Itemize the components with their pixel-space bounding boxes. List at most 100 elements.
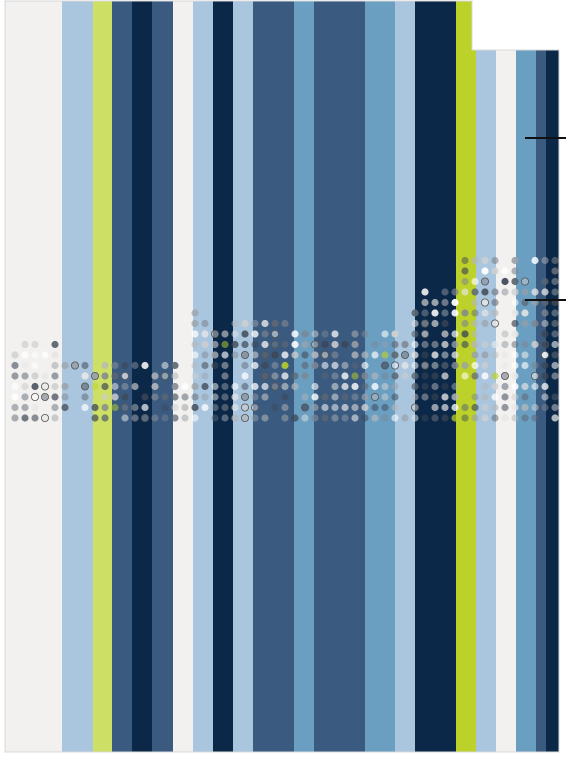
dot xyxy=(311,382,319,391)
dot xyxy=(491,256,499,265)
dot xyxy=(301,330,309,338)
dot xyxy=(471,414,479,422)
dot xyxy=(411,330,419,338)
dot xyxy=(541,382,549,391)
dot xyxy=(181,382,189,391)
dot xyxy=(461,393,469,401)
dot xyxy=(390,361,399,370)
dot xyxy=(191,414,199,422)
dot xyxy=(351,393,359,401)
dot xyxy=(11,361,19,370)
stripe xyxy=(476,1,496,752)
dot xyxy=(171,403,179,412)
dot xyxy=(371,372,379,380)
dot xyxy=(231,340,239,349)
dot xyxy=(491,372,499,380)
dot xyxy=(201,351,209,359)
dot xyxy=(111,372,119,380)
dot xyxy=(101,361,109,370)
dot xyxy=(161,361,169,370)
stripe xyxy=(546,1,559,752)
dot xyxy=(331,340,339,349)
dot xyxy=(361,414,369,422)
dot xyxy=(201,340,209,349)
dot xyxy=(121,403,130,412)
dot xyxy=(141,361,149,370)
dot xyxy=(201,393,209,401)
dot xyxy=(261,361,269,370)
dot xyxy=(281,414,289,422)
dot xyxy=(481,319,489,328)
dot xyxy=(41,392,50,401)
dot xyxy=(431,340,439,349)
dot xyxy=(131,382,139,391)
dot xyxy=(111,382,119,391)
dot xyxy=(441,393,449,401)
dot xyxy=(461,256,469,265)
dot xyxy=(121,371,130,380)
dot xyxy=(361,393,369,401)
dot xyxy=(381,414,389,422)
dot xyxy=(411,340,419,349)
dot xyxy=(471,361,479,370)
dot xyxy=(501,288,509,296)
dot xyxy=(481,351,489,359)
dot xyxy=(341,414,349,422)
dot xyxy=(511,256,519,265)
dot xyxy=(281,351,289,359)
dot xyxy=(91,382,99,391)
dot xyxy=(31,403,39,412)
dot xyxy=(421,351,429,359)
dot xyxy=(501,403,509,412)
dot xyxy=(541,350,550,359)
dot xyxy=(361,351,369,359)
dot xyxy=(391,340,399,349)
dot xyxy=(511,340,519,349)
dot xyxy=(461,372,469,380)
dot xyxy=(221,351,229,359)
dot xyxy=(101,393,109,401)
dot xyxy=(131,414,139,422)
dot xyxy=(191,403,199,412)
dot xyxy=(201,382,209,391)
dot xyxy=(291,330,299,338)
dot xyxy=(391,351,399,359)
dot xyxy=(151,372,159,380)
dot xyxy=(251,319,259,328)
dot xyxy=(511,330,519,338)
dot xyxy=(391,330,399,338)
dot xyxy=(311,330,319,338)
dot xyxy=(471,277,479,286)
dot xyxy=(381,351,389,359)
dot xyxy=(521,288,529,296)
dot xyxy=(241,361,249,370)
dot xyxy=(231,382,239,391)
dot xyxy=(551,330,559,338)
dot xyxy=(91,403,99,412)
dot xyxy=(541,330,549,338)
dot xyxy=(210,329,219,338)
stripe xyxy=(314,1,365,752)
dot xyxy=(501,361,509,370)
dot xyxy=(51,361,59,370)
dot xyxy=(471,403,479,412)
dot xyxy=(31,351,39,359)
dot xyxy=(331,330,339,338)
dot xyxy=(421,309,429,317)
dot xyxy=(91,414,99,422)
dot xyxy=(551,319,559,328)
dot xyxy=(400,350,409,359)
dot xyxy=(491,340,499,349)
dot xyxy=(221,414,229,422)
dot xyxy=(511,319,519,328)
dot xyxy=(511,382,519,391)
dot xyxy=(431,382,439,391)
dot xyxy=(81,361,89,370)
dot xyxy=(181,414,189,422)
stripe xyxy=(365,1,395,752)
dot xyxy=(541,309,549,317)
dot xyxy=(111,361,119,370)
dot xyxy=(71,361,80,370)
dot xyxy=(351,403,359,412)
dot xyxy=(480,298,489,307)
